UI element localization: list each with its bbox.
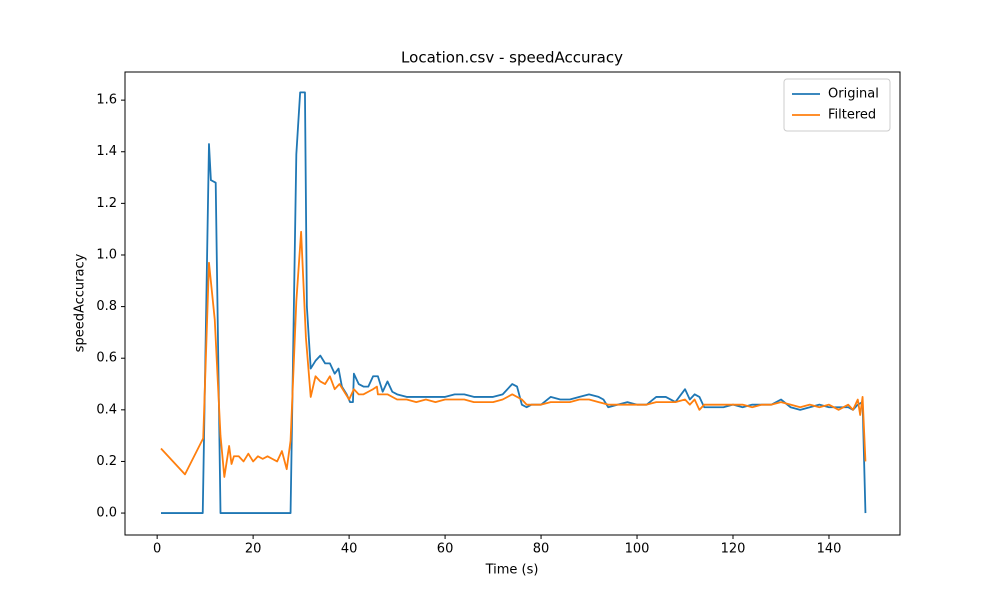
chart-title: Location.csv - speedAccuracy	[401, 49, 623, 67]
x-tick-label: 40	[341, 542, 358, 557]
x-tick-label: 100	[625, 542, 650, 557]
x-tick-label: 60	[437, 542, 454, 557]
y-tick-label: 1.4	[96, 144, 117, 159]
x-tick-label: 80	[533, 542, 550, 557]
legend-box	[783, 78, 891, 132]
legend-label: Original	[828, 87, 879, 102]
y-tick-label: 1.6	[96, 93, 117, 108]
y-tick-label: 0.2	[96, 454, 117, 469]
x-axis-label: Time (s)	[485, 563, 539, 578]
y-tick-label: 0.4	[96, 402, 117, 417]
y-tick-label: 1.2	[96, 196, 117, 211]
x-tick-label: 140	[817, 542, 842, 557]
x-tick-label: 120	[721, 542, 746, 557]
data-line	[160, 230, 867, 478]
y-tick-label: 0.6	[96, 351, 117, 366]
y-tick-label: 0.0	[96, 506, 117, 521]
x-tick-label: 0	[153, 542, 161, 557]
y-tick-label: 0.8	[96, 299, 117, 314]
x-tick-label: 20	[245, 542, 262, 557]
y-axis-label: speedAccuracy	[73, 253, 88, 352]
y-tick-label: 1.0	[96, 247, 117, 262]
legend-label: Filtered	[828, 108, 876, 123]
plot-frame	[124, 71, 901, 536]
